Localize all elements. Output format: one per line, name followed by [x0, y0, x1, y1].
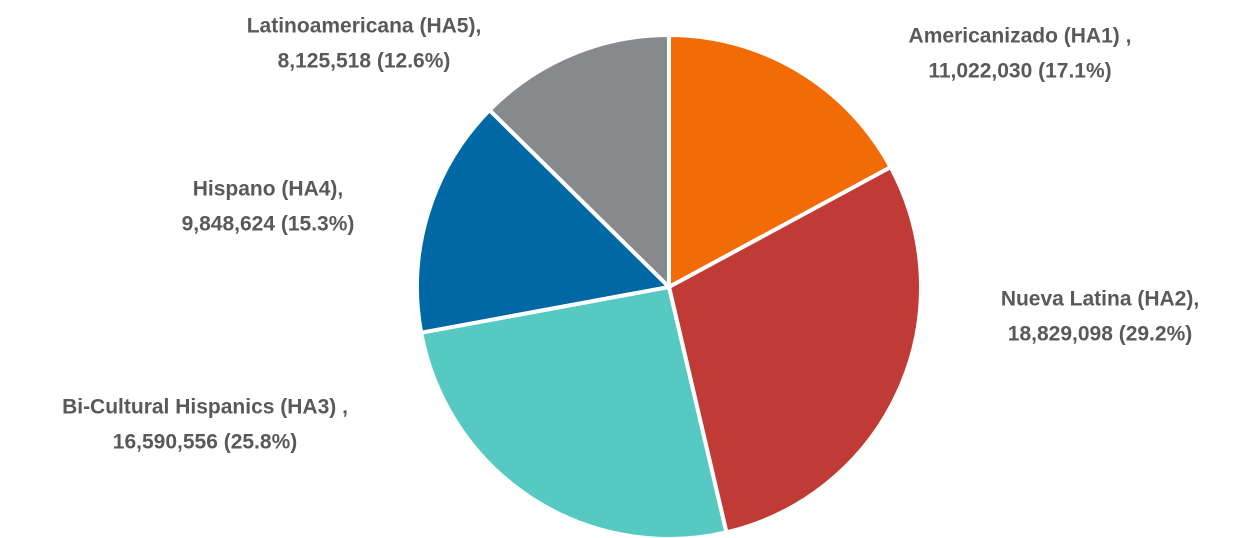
- slice-label: Americanizado (HA1) ,: [909, 25, 1132, 48]
- slice-value-label: 11,022,030 (17.1%): [928, 60, 1111, 83]
- slice-value-label: 16,590,556 (25.8%): [113, 431, 297, 454]
- pie-slice: [667, 165, 923, 535]
- slice-label: Nueva Latina (HA2),: [1001, 288, 1199, 311]
- pie-slice: [487, 33, 671, 289]
- pie-slice: [667, 33, 893, 289]
- pie-slice: [419, 285, 729, 538]
- slice-label: Latinoamericana (HA5),: [247, 15, 482, 38]
- slice-label: Hispano (HA4),: [193, 178, 344, 201]
- pie-slice: [415, 108, 671, 335]
- slice-value-label: 9,848,624 (15.3%): [182, 213, 355, 236]
- slice-value-label: 8,125,518 (12.6%): [278, 50, 451, 73]
- slice-value-label: 18,829,098 (29.2%): [1008, 323, 1192, 346]
- slice-label: Bi-Cultural Hispanics (HA3) ,: [62, 396, 348, 419]
